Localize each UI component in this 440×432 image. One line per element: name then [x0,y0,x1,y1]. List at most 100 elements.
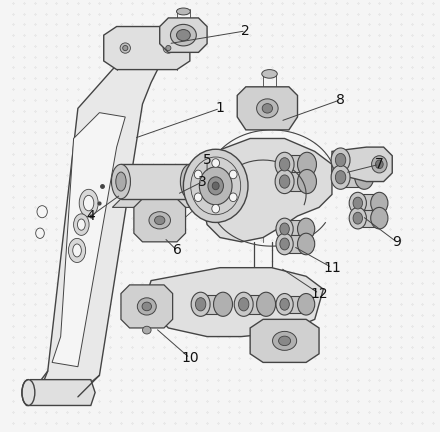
Ellipse shape [212,159,220,167]
Ellipse shape [191,292,210,316]
Polygon shape [147,268,323,337]
Ellipse shape [331,148,350,172]
Ellipse shape [262,70,277,78]
Polygon shape [332,147,392,181]
Text: 6: 6 [172,244,181,257]
Ellipse shape [69,238,86,263]
Polygon shape [201,295,223,314]
Polygon shape [134,199,186,242]
Polygon shape [26,380,95,406]
Ellipse shape [111,164,130,199]
Polygon shape [244,295,266,314]
Polygon shape [160,18,207,52]
Ellipse shape [166,45,171,51]
Text: 8: 8 [336,93,345,107]
Ellipse shape [371,192,388,214]
Ellipse shape [73,244,81,257]
Ellipse shape [154,216,165,225]
Polygon shape [104,26,190,70]
Polygon shape [30,52,160,397]
Ellipse shape [116,172,126,191]
Ellipse shape [208,177,224,195]
Ellipse shape [170,24,196,46]
Ellipse shape [297,293,315,315]
Ellipse shape [280,299,290,310]
Ellipse shape [279,158,290,171]
Text: 3: 3 [198,175,207,188]
Ellipse shape [84,195,94,211]
Polygon shape [121,164,190,199]
Polygon shape [121,285,172,328]
Ellipse shape [257,99,278,118]
Ellipse shape [180,164,199,199]
Ellipse shape [183,149,248,222]
Text: 5: 5 [203,153,212,167]
Ellipse shape [176,29,190,41]
Ellipse shape [163,43,173,53]
Ellipse shape [143,326,151,334]
Polygon shape [285,155,307,174]
Ellipse shape [355,148,374,172]
Ellipse shape [176,8,190,15]
Text: 4: 4 [86,209,95,223]
Text: 9: 9 [392,235,401,249]
Polygon shape [358,194,379,212]
Ellipse shape [212,204,220,213]
Ellipse shape [276,293,293,315]
Polygon shape [237,87,297,130]
Ellipse shape [297,152,316,176]
Ellipse shape [272,331,297,350]
Ellipse shape [194,170,202,179]
Ellipse shape [213,292,232,316]
Ellipse shape [123,45,128,51]
Ellipse shape [149,212,170,229]
Text: 7: 7 [375,157,384,172]
Polygon shape [52,113,125,367]
Ellipse shape [280,223,290,235]
Ellipse shape [120,43,130,53]
Ellipse shape [22,380,35,406]
Ellipse shape [212,182,219,190]
Polygon shape [203,139,332,242]
Text: 2: 2 [242,24,250,38]
Polygon shape [341,150,364,169]
Polygon shape [285,295,306,313]
Ellipse shape [229,170,237,179]
Ellipse shape [275,152,294,176]
Ellipse shape [137,298,156,315]
Ellipse shape [276,233,293,255]
Ellipse shape [275,169,294,194]
Ellipse shape [199,167,232,205]
Ellipse shape [142,302,151,311]
Ellipse shape [73,214,89,235]
Polygon shape [285,235,306,253]
Polygon shape [358,210,379,227]
Text: 12: 12 [310,286,328,301]
Ellipse shape [371,207,388,229]
Ellipse shape [195,298,206,311]
Ellipse shape [276,218,293,240]
Polygon shape [250,319,319,362]
Ellipse shape [194,193,202,202]
Ellipse shape [234,292,253,316]
Ellipse shape [238,298,249,311]
Ellipse shape [280,238,290,250]
Polygon shape [285,172,307,191]
Text: 10: 10 [181,351,199,365]
Text: 1: 1 [216,102,224,115]
Ellipse shape [262,104,272,113]
Polygon shape [341,168,364,187]
Ellipse shape [335,171,346,184]
Ellipse shape [297,233,315,255]
Polygon shape [285,220,306,238]
Ellipse shape [353,212,363,224]
Ellipse shape [371,156,387,173]
Ellipse shape [297,169,316,194]
Ellipse shape [79,189,98,217]
Ellipse shape [375,160,383,168]
Ellipse shape [349,192,367,214]
Ellipse shape [331,165,350,189]
Ellipse shape [349,207,367,229]
Ellipse shape [335,153,346,167]
Ellipse shape [77,219,85,230]
